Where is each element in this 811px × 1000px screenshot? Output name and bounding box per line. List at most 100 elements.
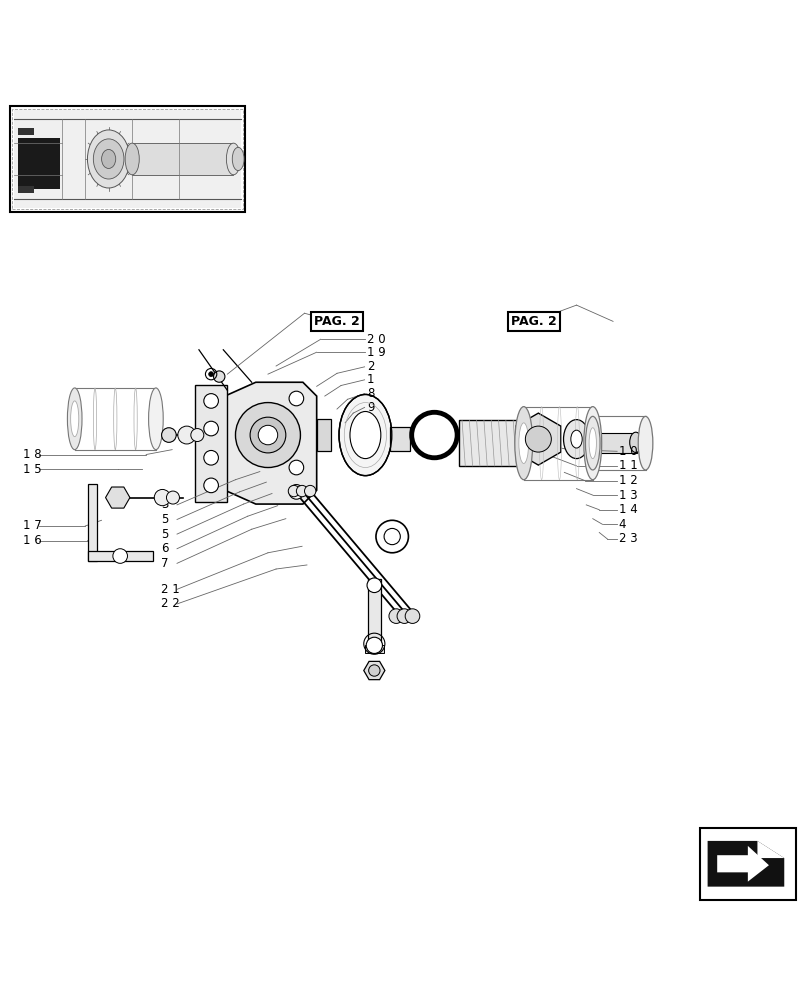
Circle shape <box>178 426 195 444</box>
Polygon shape <box>207 394 221 443</box>
Ellipse shape <box>71 401 79 437</box>
Ellipse shape <box>350 411 380 459</box>
Circle shape <box>250 417 285 453</box>
Circle shape <box>235 403 300 468</box>
Circle shape <box>525 426 551 452</box>
Text: PAG. 2: PAG. 2 <box>314 315 359 328</box>
Ellipse shape <box>583 407 601 480</box>
Polygon shape <box>363 661 384 680</box>
Text: 1 0: 1 0 <box>618 445 637 458</box>
Ellipse shape <box>339 394 392 476</box>
Polygon shape <box>221 382 316 504</box>
Circle shape <box>161 428 176 442</box>
Text: 2 1: 2 1 <box>161 583 179 596</box>
Polygon shape <box>515 413 560 465</box>
Circle shape <box>405 609 419 623</box>
Bar <box>14 110 241 208</box>
Ellipse shape <box>88 130 130 188</box>
Bar <box>12 109 242 209</box>
Bar <box>18 128 34 135</box>
Bar <box>10 106 245 212</box>
Circle shape <box>288 485 299 497</box>
Circle shape <box>388 609 403 623</box>
Ellipse shape <box>67 388 82 450</box>
Text: 2 2: 2 2 <box>161 597 179 610</box>
Bar <box>699 828 795 900</box>
Bar <box>590 433 637 453</box>
Text: 8: 8 <box>367 387 374 400</box>
Circle shape <box>304 485 315 497</box>
Circle shape <box>204 478 218 493</box>
Text: 1 6: 1 6 <box>23 534 41 547</box>
Ellipse shape <box>101 149 115 168</box>
Ellipse shape <box>93 139 124 179</box>
Circle shape <box>113 549 127 563</box>
Circle shape <box>289 391 303 406</box>
Text: 1 8: 1 8 <box>23 448 41 461</box>
Polygon shape <box>757 841 783 858</box>
Bar <box>364 645 384 653</box>
Ellipse shape <box>588 428 595 459</box>
Polygon shape <box>105 487 130 508</box>
Circle shape <box>384 528 400 545</box>
Circle shape <box>213 371 225 382</box>
Circle shape <box>368 665 380 676</box>
Bar <box>316 419 331 451</box>
Circle shape <box>191 429 204 442</box>
Circle shape <box>208 372 213 377</box>
Text: 6: 6 <box>161 542 168 555</box>
Ellipse shape <box>585 416 599 470</box>
Ellipse shape <box>563 420 589 459</box>
Ellipse shape <box>226 143 240 175</box>
Text: 1 7: 1 7 <box>23 519 41 532</box>
Bar <box>132 143 234 175</box>
Text: 1 9: 1 9 <box>367 346 385 359</box>
Text: 1 4: 1 4 <box>618 503 637 516</box>
Ellipse shape <box>125 143 139 175</box>
Bar <box>195 385 227 502</box>
Polygon shape <box>716 846 768 882</box>
Text: 2: 2 <box>367 360 374 373</box>
Ellipse shape <box>232 147 244 171</box>
Bar <box>18 186 34 193</box>
Bar <box>389 427 410 451</box>
Ellipse shape <box>148 388 163 450</box>
Text: 1 5: 1 5 <box>23 463 41 476</box>
Text: 1 1: 1 1 <box>618 459 637 472</box>
Ellipse shape <box>637 416 652 470</box>
Circle shape <box>289 460 303 475</box>
Ellipse shape <box>514 407 532 480</box>
Circle shape <box>204 394 218 408</box>
Circle shape <box>204 450 218 465</box>
Text: 4: 4 <box>618 518 625 531</box>
Bar <box>88 551 152 561</box>
Circle shape <box>397 609 411 623</box>
Circle shape <box>289 485 303 499</box>
Ellipse shape <box>518 423 528 463</box>
Text: 7: 7 <box>161 557 168 570</box>
Text: 3: 3 <box>161 498 168 511</box>
Circle shape <box>166 491 179 504</box>
Bar <box>88 484 97 561</box>
Text: 9: 9 <box>367 401 374 414</box>
Circle shape <box>154 489 170 506</box>
Circle shape <box>258 425 277 445</box>
Text: 5: 5 <box>161 513 168 526</box>
Text: 5: 5 <box>161 528 168 541</box>
Text: 1: 1 <box>367 373 374 386</box>
Polygon shape <box>706 841 783 887</box>
Text: 1 2: 1 2 <box>618 474 637 487</box>
Text: 1 3: 1 3 <box>618 489 637 502</box>
Text: PAG. 2: PAG. 2 <box>511 315 556 328</box>
Text: 2 3: 2 3 <box>618 532 637 545</box>
Ellipse shape <box>570 430 581 448</box>
Circle shape <box>204 421 218 436</box>
Ellipse shape <box>629 432 641 452</box>
Bar <box>18 138 60 189</box>
Circle shape <box>367 578 381 593</box>
Text: 2 0: 2 0 <box>367 333 385 346</box>
Bar <box>458 420 525 466</box>
Circle shape <box>366 637 382 653</box>
Bar <box>367 579 380 652</box>
Circle shape <box>296 485 307 497</box>
